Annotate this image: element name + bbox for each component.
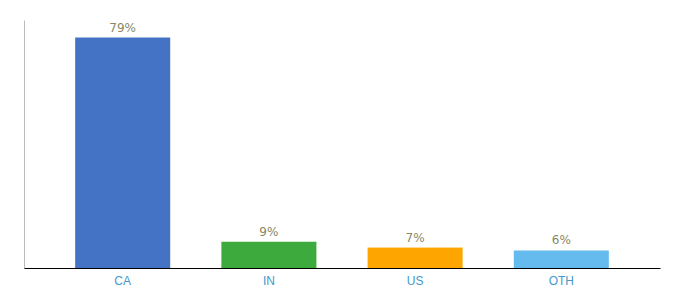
data-labels: 79% 9% 7% 6% <box>109 21 570 248</box>
data-label: 6% <box>552 233 571 247</box>
y-axis <box>24 21 25 269</box>
x-tick: OTH <box>549 268 574 288</box>
bar <box>75 38 170 268</box>
bar <box>368 248 463 268</box>
x-tick: US <box>407 268 424 288</box>
y-axis-line <box>24 21 25 269</box>
x-axis-line <box>25 268 661 269</box>
x-tick-label: IN <box>263 274 275 288</box>
data-label: 9% <box>259 225 278 239</box>
x-tick-label: CA <box>114 274 131 288</box>
chart: CA IN US OTH 79% 9% 7% 6% <box>0 0 680 300</box>
data-label: 79% <box>109 21 136 35</box>
bars <box>75 38 609 268</box>
data-label: 7% <box>406 231 425 245</box>
x-tick: IN <box>263 268 275 288</box>
x-tick: CA <box>114 268 131 288</box>
x-tick-label: OTH <box>549 274 574 288</box>
bar <box>514 250 609 268</box>
x-tick-label: US <box>407 274 424 288</box>
x-axis: CA IN US OTH <box>25 268 661 288</box>
plot: CA IN US OTH 79% 9% 7% 6% <box>25 21 661 288</box>
bar <box>221 242 316 268</box>
